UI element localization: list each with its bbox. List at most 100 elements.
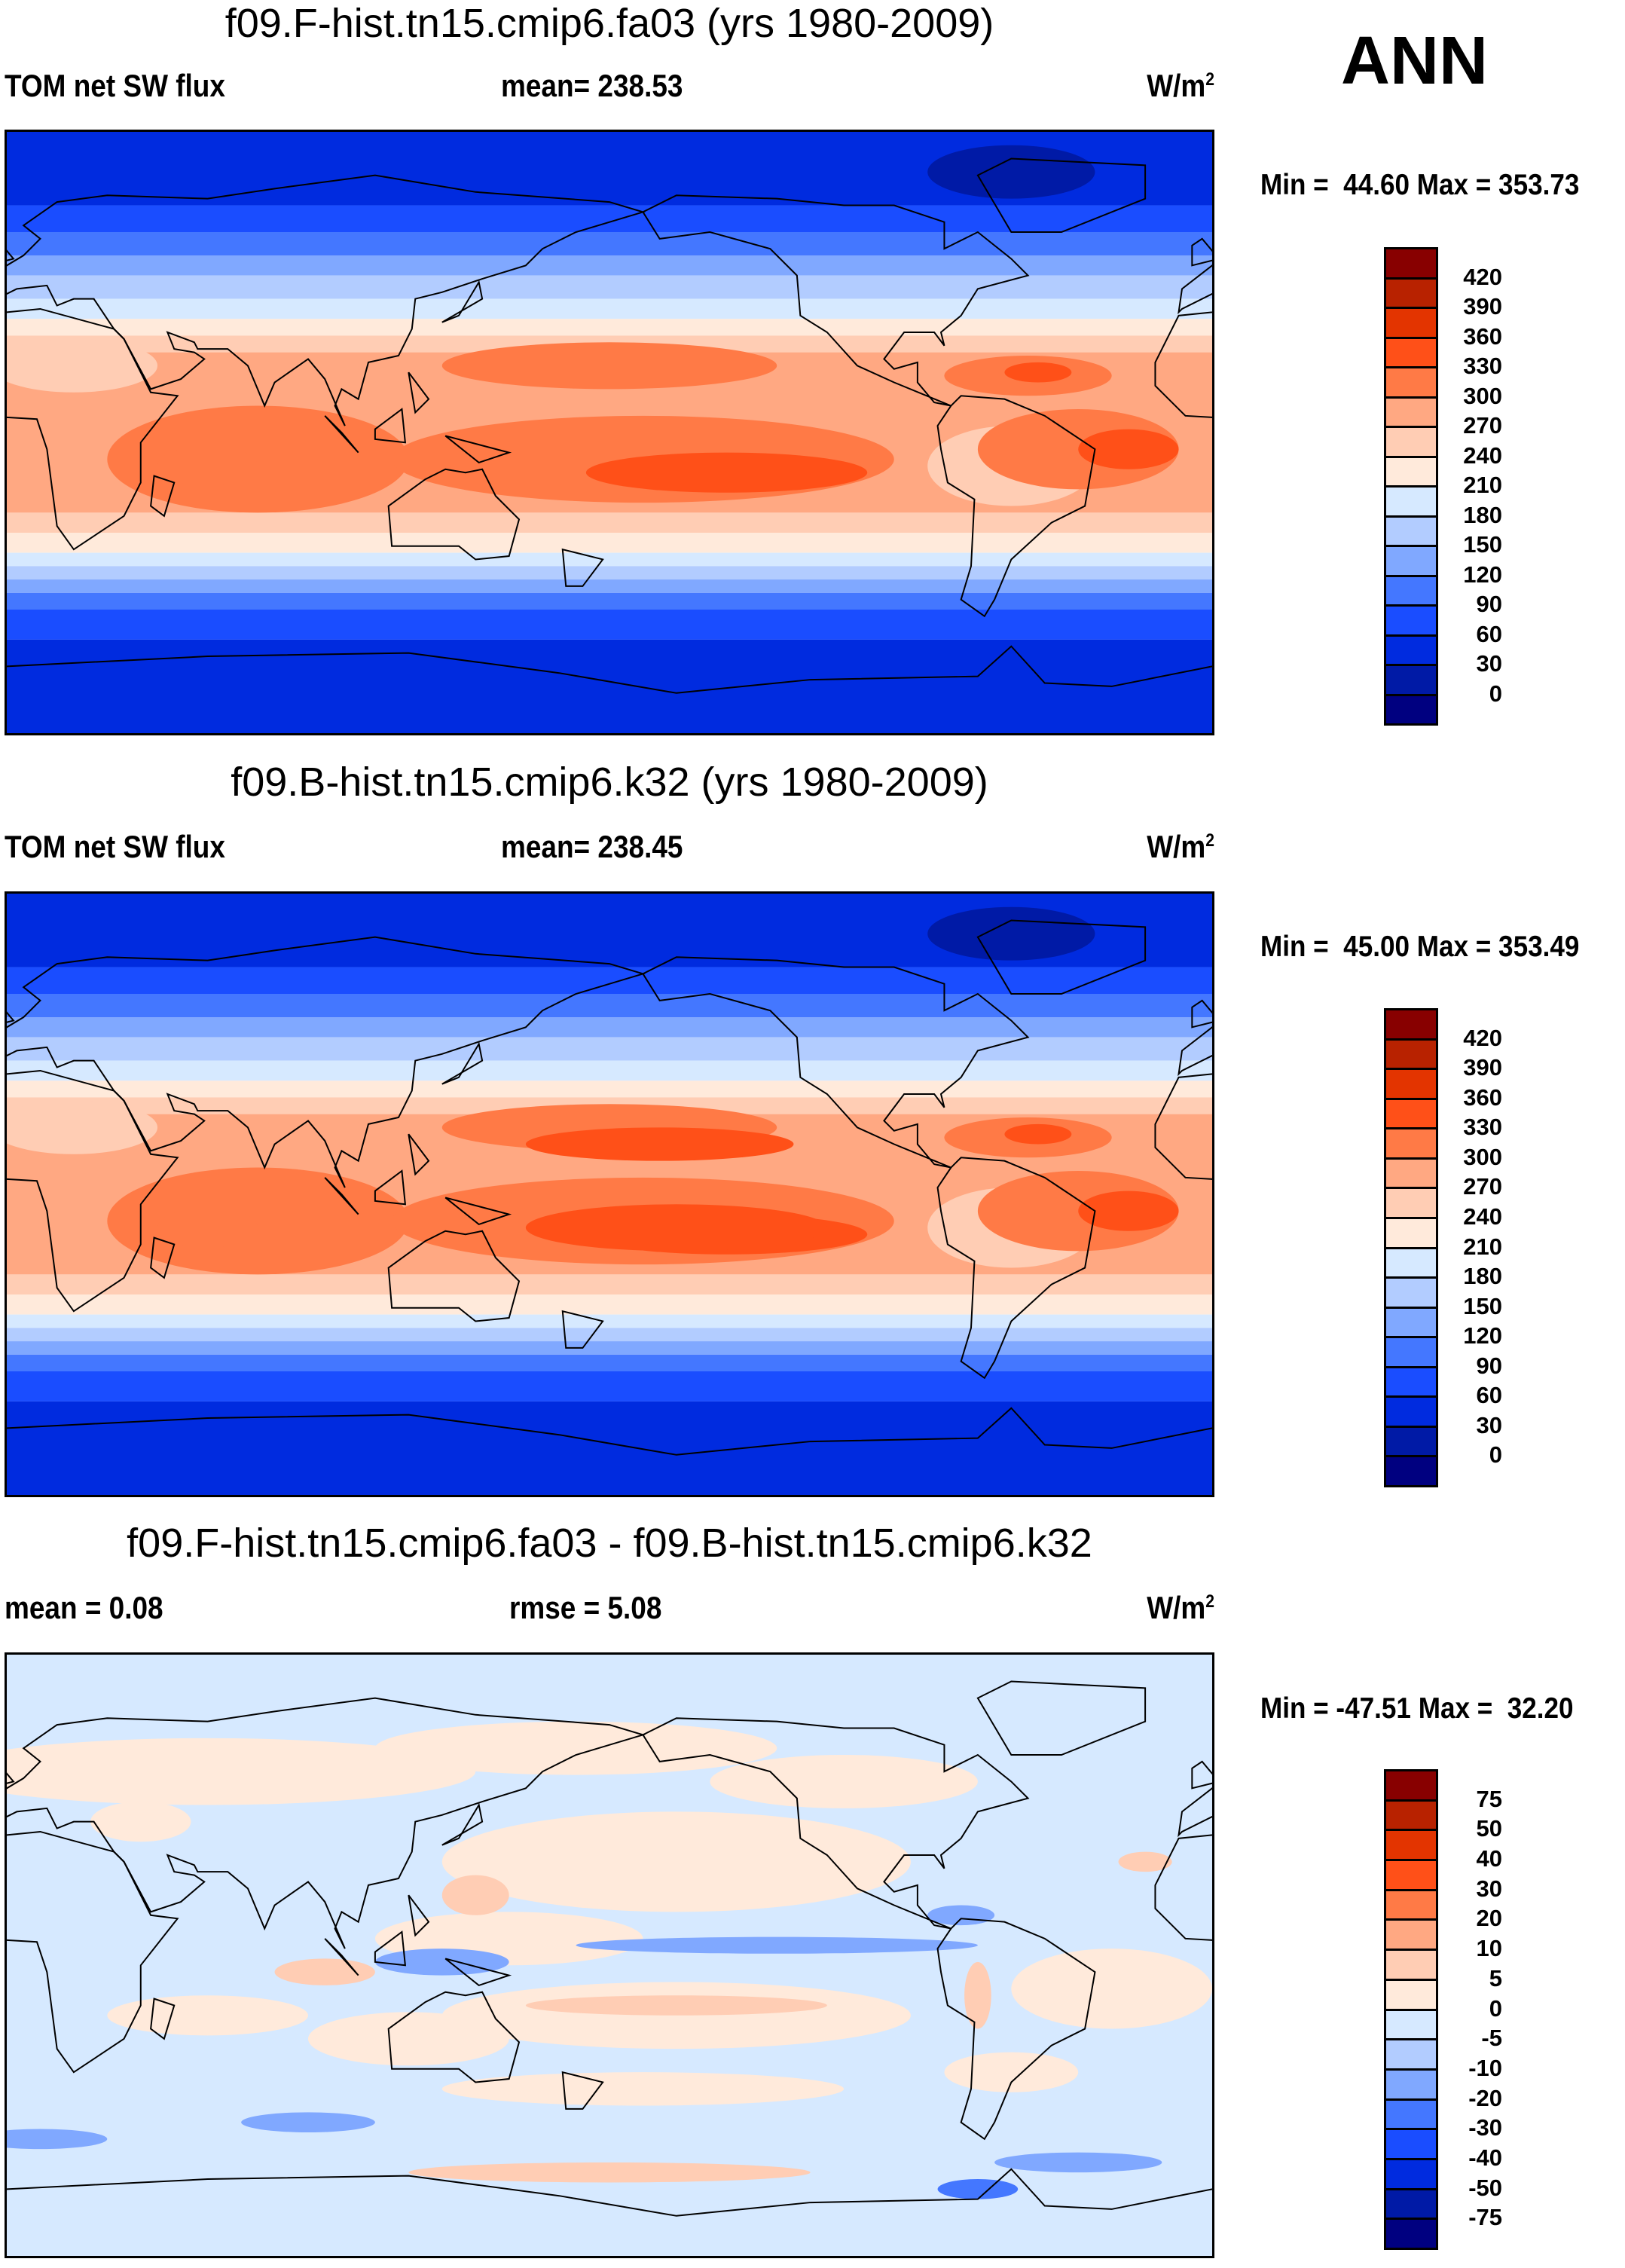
panel3-map [5, 1652, 1214, 2258]
coastline [7, 645, 1212, 694]
colorbar-label: -30 [1468, 2114, 1502, 2141]
colorbar-box [1384, 1455, 1438, 1487]
coastline [976, 157, 1147, 233]
units-exp: 2 [1205, 830, 1214, 851]
panel2-minmax: Min = 45.00 Max = 353.49 [1260, 931, 1580, 963]
panel2-mean: mean= 238.45 [501, 829, 683, 864]
map-plot [7, 894, 1212, 1495]
panel2-colorbar: 420 390 360 330 300 270 240 210 180 150 120 90 60 30 0 [1384, 1008, 1502, 1487]
colorbar-box [1384, 1097, 1438, 1130]
coastline [408, 1133, 430, 1176]
colorbar-box [1384, 545, 1438, 577]
panel3-units: W/m2 [1147, 1590, 1214, 1626]
colorbar-label: 360 [1463, 1084, 1502, 1111]
coastline [444, 1958, 512, 1987]
colorbar-label: 270 [1463, 412, 1502, 439]
colorbar-box [1384, 277, 1438, 309]
coastline [7, 2168, 1212, 2217]
colorbar-label: 300 [1463, 1143, 1502, 1170]
colorbar-box [1384, 1949, 1438, 1981]
panel2-units: W/m2 [1147, 829, 1214, 865]
colorbar-label: -20 [1468, 2084, 1502, 2111]
units-exp: 2 [1205, 69, 1214, 90]
colorbar-box [1384, 426, 1438, 458]
map-plot [7, 1655, 1212, 2256]
panel1-map [5, 130, 1214, 735]
coastline [1191, 237, 1212, 267]
coastline [441, 1802, 484, 1846]
panel3-minmax: Min = -47.51 Max = 32.20 [1260, 1692, 1574, 1725]
coastline [441, 1041, 484, 1085]
colorbar-label: 40 [1476, 1845, 1502, 1872]
coastline [150, 1997, 176, 2040]
coastline [936, 1157, 1096, 1380]
coastline [642, 956, 1030, 1169]
units-text: W/m [1147, 68, 1206, 103]
colorbar-label: 10 [1476, 1935, 1502, 1962]
colorbar-label: 0 [1489, 680, 1502, 707]
colorbar-label: -10 [1468, 2054, 1502, 2081]
panel2-title: f09.B-hist.tn15.cmip6.k32 (yrs 1980-2009… [231, 760, 988, 805]
colorbar-label: 150 [1463, 531, 1502, 558]
colorbar-label: 90 [1476, 1352, 1502, 1379]
coastline [936, 1918, 1096, 2141]
colorbar-label: 120 [1463, 1322, 1502, 1349]
coastline [387, 1230, 521, 1322]
units-exp: 2 [1205, 1591, 1214, 1612]
colorbar-label: 30 [1476, 650, 1502, 677]
colorbar-label: 5 [1489, 1964, 1502, 1991]
coastline [150, 475, 176, 518]
panel2-map [5, 891, 1214, 1497]
panel1-colorbar: 420 390 360 330 300 270 240 210 180 150 120 90 60 30 0 [1384, 247, 1502, 726]
coastline [387, 1991, 521, 2083]
coastline [7, 1830, 179, 2074]
colorbar-box [1384, 2008, 1438, 2041]
panel1-minmax: Min = 44.60 Max = 353.73 [1260, 169, 1580, 201]
coastline [408, 371, 430, 414]
panel1-mean: mean= 238.53 [501, 68, 683, 103]
colorbar-label: -75 [1468, 2204, 1502, 2231]
colorbar-box [1384, 1038, 1438, 1071]
colorbar-label: 0 [1489, 1441, 1502, 1469]
colorbar-box [1384, 634, 1438, 666]
colorbar-label: -50 [1468, 2174, 1502, 2201]
coastline [642, 194, 1030, 407]
coastline [976, 1680, 1147, 1756]
coastline [374, 408, 407, 444]
colorbar-label: 210 [1463, 472, 1502, 498]
colorbar-box [1384, 1829, 1438, 1862]
colorbar-label: -40 [1468, 2144, 1502, 2171]
colorbar-label: 60 [1476, 1382, 1502, 1409]
coastline [976, 919, 1147, 995]
coastline [324, 1177, 359, 1215]
panel2-variable: TOM net SW flux [5, 829, 225, 864]
colorbar-label: 300 [1463, 382, 1502, 409]
coastline [444, 1197, 512, 1226]
coastline [324, 1938, 359, 1976]
colorbar-label: 20 [1476, 1905, 1502, 1932]
coastline [642, 1717, 1030, 1930]
coastline [7, 174, 646, 426]
colorbar-label: 420 [1463, 263, 1502, 290]
coastline [561, 1310, 604, 1349]
panel1-title: f09.F-hist.tn15.cmip6.fa03 (yrs 1980-200… [225, 1, 994, 46]
colorbar-label: 75 [1476, 1785, 1502, 1812]
units-text: W/m [1147, 1590, 1206, 1625]
colorbar-box [1384, 515, 1438, 547]
colorbar-box [1384, 693, 1438, 726]
colorbar-label: 390 [1463, 293, 1502, 319]
colorbar-label: 180 [1463, 501, 1502, 528]
colorbar-label: 390 [1463, 1054, 1502, 1081]
colorbar-label: 330 [1463, 1114, 1502, 1141]
panel1-variable: TOM net SW flux [5, 68, 225, 103]
colorbar-label: 30 [1476, 1875, 1502, 1902]
coastline [7, 1407, 1212, 1456]
coastline [7, 1069, 179, 1313]
colorbar-label: 210 [1463, 1233, 1502, 1260]
units-text: W/m [1147, 829, 1206, 864]
colorbar-box [1384, 1336, 1438, 1368]
panel3-rmse: rmse = 5.08 [509, 1590, 662, 1625]
colorbar-label: 270 [1463, 1173, 1502, 1200]
coastline [561, 2071, 604, 2110]
coastlines [7, 157, 1212, 694]
